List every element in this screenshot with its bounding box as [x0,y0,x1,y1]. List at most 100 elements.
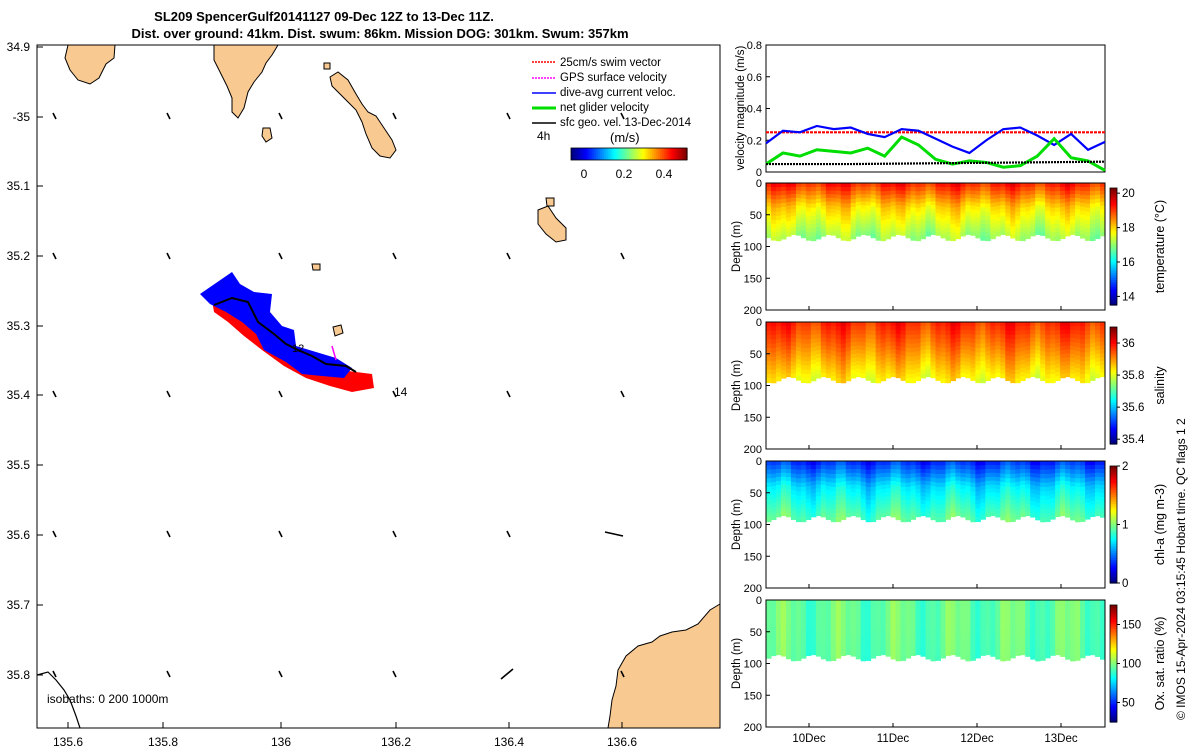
temperature-cell [975,190,981,196]
temperature-colorbar-cell [1110,293,1117,297]
chlorophyll-cell [1005,478,1011,484]
temperature-cell [990,194,996,200]
oxygen-saturation-cell [1050,600,1056,605]
salinity-cell [1000,345,1006,351]
salinity-cell [930,337,936,343]
temperature-cell [875,191,882,196]
oxygen-saturation-cell [960,650,966,656]
chlorophyll-cell [1005,500,1011,505]
salinity-cell [1020,359,1026,365]
temperature-cell [820,224,827,230]
salinity-cell [790,322,797,327]
chlorophyll-cell [1025,511,1031,517]
temperature-cell [965,183,971,188]
oxygen-saturation-cell [820,633,827,639]
salinity-cell [930,322,936,327]
chlorophyll-cell [825,515,832,521]
salinity-cell [950,359,956,365]
chlorophyll-cell [860,490,867,495]
oxygen-saturation-cell [950,627,956,632]
oxygen-saturation-cell [1090,611,1096,617]
chlorophyll-cell [895,502,902,508]
chlorophyll-cell [1070,482,1076,487]
salinity-cell [895,322,902,327]
salinity-cell [985,363,991,369]
oxygen-saturation-cell [1005,621,1011,627]
temperature-cell [860,201,867,206]
oxygen-saturation-cell [810,635,817,640]
salinity-colorbar-cell [1110,378,1117,382]
temperature-cell [785,194,792,199]
oxygen-saturation-cell [915,627,922,632]
chlorophyll-cell [880,508,887,514]
salinity-cell [905,378,912,384]
oxygen-saturation-cell [1100,604,1106,609]
chlorophyll-cell [955,500,961,505]
title-line1: SL209 SpencerGulf20141127 09-Dec 12Z to … [154,9,494,24]
chlorophyll-cell [850,484,857,489]
oxygen-saturation-cell [920,616,927,621]
salinity-cell [775,359,782,365]
salinity-cell [1050,343,1056,349]
temperature-cell [1080,226,1086,231]
temperature-cell [840,223,847,229]
temperature-cell [1085,219,1091,225]
salinity-section-data [766,322,1106,384]
chlorophyll-cell [1025,496,1031,501]
temperature-cell [905,186,912,192]
salinity-cell [790,333,797,339]
temperature-cell [780,206,787,212]
temperature-cell [1070,216,1076,221]
chlorophyll-cell [800,469,807,475]
salinity-cell [890,361,897,366]
chlorophyll-cell [975,469,981,475]
velocity-frame [765,44,1106,173]
salinity-cell [1045,322,1051,327]
chlorophyll-cell [815,461,822,466]
oxygen-saturation-colorbar-cell [1110,654,1117,658]
temperature-cell [1025,210,1031,216]
temperature-cell [870,233,877,239]
oxygen-saturation-cell [770,615,777,621]
oxygen-saturation-cell [920,652,927,657]
oxygen-saturation-cell [895,604,902,610]
salinity-colorbar-cell [1110,411,1117,415]
salinity-cell [795,376,802,381]
salinity-cell [900,342,907,348]
salinity-cell [960,333,966,339]
oxygen-saturation-cell [890,642,897,647]
oxygen-saturation-cell [915,635,922,640]
salinity-cell [970,376,976,381]
chlorophyll-cell [975,495,981,501]
temperature-cell [1005,197,1011,203]
oxygen-saturation-cell [910,600,917,605]
chlorophyll-cell [870,512,877,518]
salinity-cell [775,351,782,357]
temperature-cell [795,186,802,191]
salinity-cell [975,339,981,345]
temperature-cell [915,215,922,221]
oxygen-saturation-cell [925,633,932,639]
chlorophyll-cell [830,499,837,505]
chlorophyll-cell [955,472,961,478]
salinity-cell [895,369,902,375]
oxygen-saturation-cell [840,647,847,653]
oxygen-saturation-cell [880,639,887,644]
chlorophyll-cell [865,500,872,505]
oxygen-saturation-cell [820,650,827,656]
chlorophyll-cell [1070,469,1076,475]
chlorophyll-cell [990,464,996,470]
chlorophyll-cell [890,488,897,494]
oxygen-saturation-cell [945,639,951,645]
oxygen-saturation-cell [840,619,847,625]
temperature-cell [810,236,817,242]
salinity-cell [1045,369,1051,375]
chlorophyll-cell [945,485,951,491]
oxygen-saturation-cell [845,627,852,632]
temperature-cell [960,205,966,210]
temperature-cell [860,208,867,213]
temperature-cell [795,205,802,210]
oxygen-saturation-cell [850,612,857,617]
